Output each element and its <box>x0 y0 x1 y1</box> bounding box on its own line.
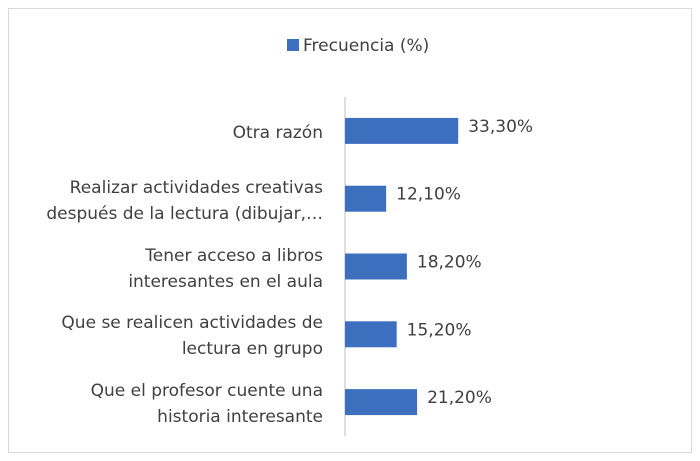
legend-swatch <box>287 39 299 51</box>
value-label: 21,20% <box>427 388 492 408</box>
bar <box>345 185 387 212</box>
value-label: 18,20% <box>417 253 482 273</box>
legend-label: Frecuencia (%) <box>303 36 429 56</box>
value-label: 12,10% <box>396 185 461 205</box>
category-label: Otra razón <box>232 122 323 143</box>
category-label: Tener acceso a libros interesantes en el… <box>128 245 323 292</box>
bar <box>345 321 397 348</box>
bar <box>345 253 407 280</box>
chart-border <box>8 8 692 453</box>
bar <box>345 117 459 144</box>
bar <box>345 389 418 416</box>
category-label: Que el profesor cuente una historia inte… <box>90 381 323 428</box>
category-label: Realizar actividades creativas después d… <box>46 177 323 224</box>
value-label: 33,30% <box>468 117 533 137</box>
category-label: Que se realicen actividades de lectura e… <box>61 313 323 360</box>
value-label: 15,20% <box>407 320 472 340</box>
